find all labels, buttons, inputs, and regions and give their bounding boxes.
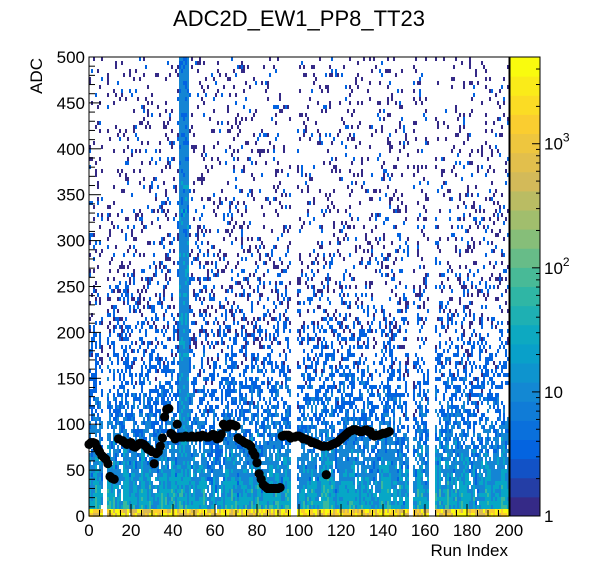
data-point [164, 403, 174, 414]
data-point [157, 433, 168, 443]
colorbar-tick-label: 10 [544, 383, 563, 402]
y-tick-label: 300 [57, 232, 85, 251]
data-point [231, 421, 241, 431]
x-tick-label: 20 [122, 521, 141, 540]
axes: 0 20 40 60 80 100 120 140 160 180 200 0 50 100 150 200 2… [57, 48, 524, 540]
chart-title: ADC2D_EW1_PP8_TT23 [173, 6, 425, 31]
data-point [275, 482, 285, 493]
y-tick-label: 200 [57, 323, 85, 342]
x-tick-label: 100 [285, 521, 313, 540]
colorbar: 1 10 102 103 [509, 56, 570, 526]
y-tick-label: 450 [57, 94, 85, 113]
y-tick-label: 500 [57, 48, 85, 67]
y-tick-label: 0 [76, 507, 85, 526]
y-tick-label: 100 [57, 415, 85, 434]
colorbar-tick-label: 103 [544, 131, 570, 154]
x-tick-label: 200 [495, 521, 523, 540]
x-axis-label: Run Index [431, 541, 509, 560]
mean-markers [84, 403, 394, 494]
x-tick-label: 0 [84, 521, 93, 540]
x-tick-label: 180 [453, 521, 481, 540]
y-tick-label: 50 [66, 461, 85, 480]
data-point [252, 458, 262, 468]
data-point [384, 426, 394, 437]
data-point [172, 419, 182, 429]
x-tick-label: 140 [369, 521, 397, 540]
x-tick-label: 120 [327, 521, 355, 540]
y-tick-label: 350 [57, 186, 85, 205]
y-axis-label: ADC [27, 58, 46, 94]
y-tick-label: 400 [57, 140, 85, 159]
data-point [155, 441, 165, 451]
y-tick-label: 250 [57, 278, 85, 297]
colorbar-tick-label: 1 [544, 507, 553, 526]
data-point [109, 474, 119, 484]
x-tick-label: 40 [164, 521, 183, 540]
data-point [216, 429, 226, 439]
x-tick-label: 80 [248, 521, 267, 540]
x-tick-label: 60 [206, 521, 225, 540]
y-tick-label: 150 [57, 369, 85, 388]
data-point [321, 470, 331, 480]
colorbar-tick-label: 102 [544, 255, 570, 278]
data-point [160, 412, 170, 422]
data-point [250, 450, 260, 461]
x-tick-label: 160 [411, 521, 439, 540]
data-point [149, 459, 159, 469]
data-point [103, 459, 113, 469]
